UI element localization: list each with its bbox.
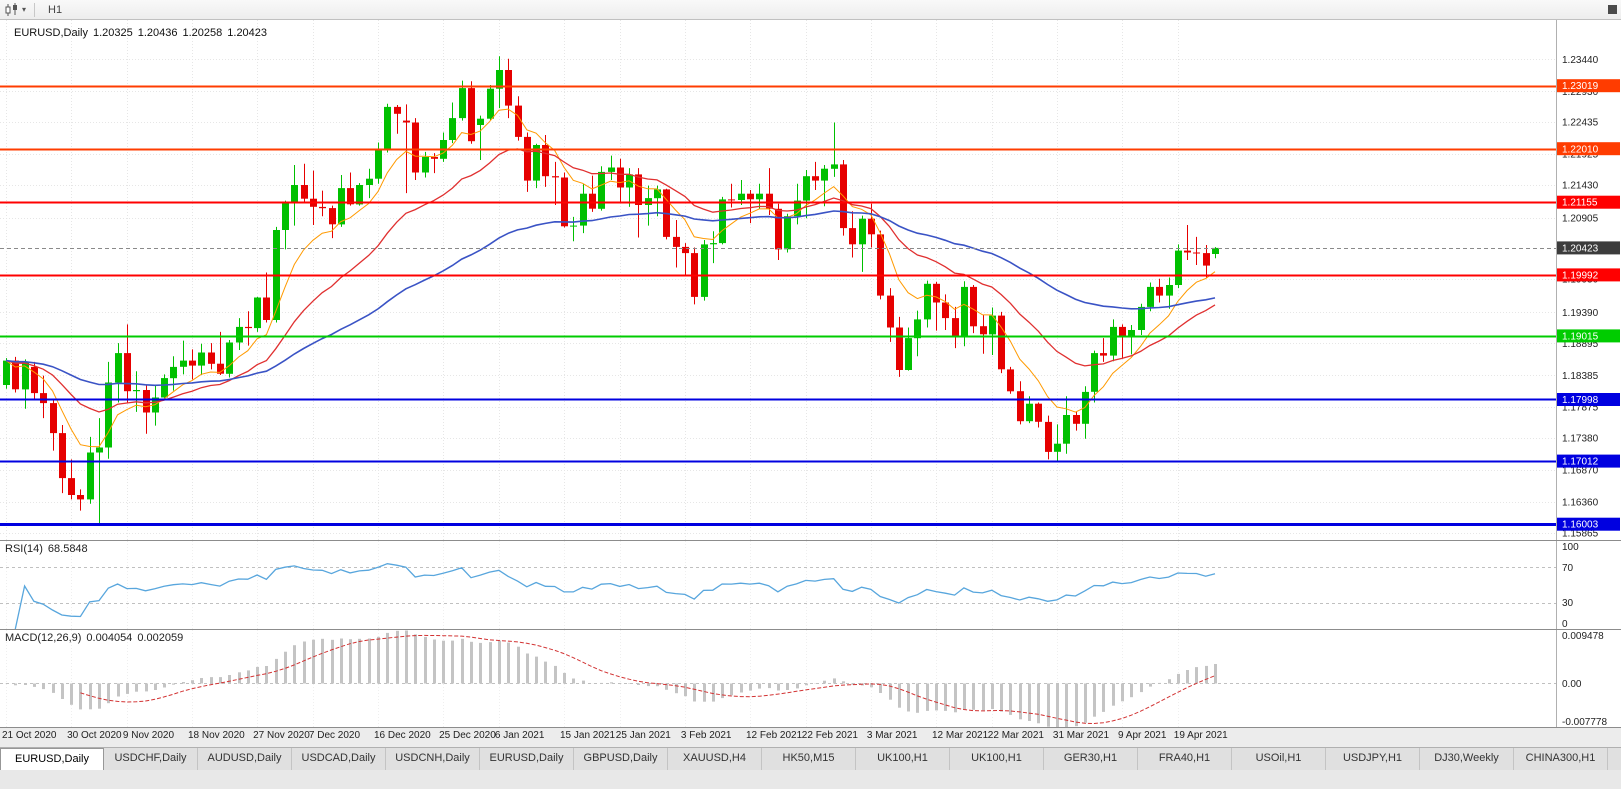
toolbar-separator bbox=[34, 2, 36, 17]
time-axis-label: 27 Nov 2020 bbox=[253, 730, 310, 741]
timeframe-button-h1[interactable]: H1 bbox=[48, 3, 63, 16]
chart-tab[interactable]: AUDUSD,Daily bbox=[198, 748, 292, 770]
time-axis-label: 9 Apr 2021 bbox=[1118, 730, 1167, 741]
rsi-value: 68.5848 bbox=[47, 543, 88, 555]
svg-text:-0.007778: -0.007778 bbox=[1562, 717, 1607, 727]
time-axis-label: 19 Apr 2021 bbox=[1173, 730, 1228, 741]
chart-tab[interactable]: EURUSD,Daily bbox=[0, 748, 104, 770]
svg-text:1.20905: 1.20905 bbox=[1562, 213, 1599, 224]
time-axis-label: 25 Jan 2021 bbox=[615, 730, 671, 741]
svg-text:1.19992: 1.19992 bbox=[1562, 270, 1599, 281]
time-axis-label: 31 Mar 2021 bbox=[1052, 730, 1110, 741]
svg-text:1.16360: 1.16360 bbox=[1562, 497, 1599, 508]
time-axis-label: 22 Feb 2021 bbox=[801, 730, 858, 741]
legend-high: 1.20436 bbox=[137, 27, 178, 39]
svg-text:1.20423: 1.20423 bbox=[1562, 243, 1599, 254]
svg-text:30: 30 bbox=[1562, 598, 1574, 609]
svg-text:1.18385: 1.18385 bbox=[1562, 371, 1599, 382]
main-price-chart[interactable]: 1.234401.229301.224351.219251.214301.209… bbox=[0, 20, 1621, 541]
time-axis-label: 7 Dec 2020 bbox=[308, 730, 361, 741]
time-axis-label: 6 Jan 2021 bbox=[494, 730, 545, 741]
time-axis-label: 16 Dec 2020 bbox=[374, 730, 431, 741]
chart-ohlc-legend: EURUSD,Daily 1.20325 1.20436 1.20258 1.20423 bbox=[14, 27, 272, 39]
tab-spacer bbox=[0, 744, 1621, 747]
chart-tab[interactable]: CHINA300,H1 bbox=[1514, 748, 1608, 770]
svg-text:1.17012: 1.17012 bbox=[1562, 457, 1599, 468]
time-axis-label: 15 Jan 2021 bbox=[560, 730, 616, 741]
chart-tab[interactable]: UK100,H1 bbox=[856, 748, 950, 770]
time-axis-label: 30 Oct 2020 bbox=[67, 730, 122, 741]
chart-tab[interactable]: USOil,H1 bbox=[1232, 748, 1326, 770]
svg-text:100: 100 bbox=[1562, 542, 1579, 553]
chart-type-icon[interactable] bbox=[4, 2, 20, 17]
chart-tab[interactable]: UK100,H1 bbox=[950, 748, 1044, 770]
time-axis-label: 3 Feb 2021 bbox=[680, 730, 732, 741]
time-axis-label: 21 Oct 2020 bbox=[2, 730, 57, 741]
svg-text:0: 0 bbox=[1562, 619, 1568, 629]
macd-name: MACD(12,26,9) bbox=[5, 632, 82, 644]
candlestick-plot: 1.234401.229301.224351.219251.214301.209… bbox=[0, 20, 1620, 540]
chart-tab[interactable]: USDCHF,Daily bbox=[104, 748, 198, 770]
time-axis-label: 22 Mar 2021 bbox=[987, 730, 1044, 741]
legend-open: 1.20325 bbox=[92, 27, 133, 39]
chart-control-icon[interactable] bbox=[1608, 5, 1617, 14]
rsi-label: RSI(14) 68.5848 bbox=[5, 543, 93, 555]
chart-tab[interactable]: EURUSD,Daily bbox=[480, 748, 574, 770]
svg-text:0.009478: 0.009478 bbox=[1562, 631, 1604, 642]
macd-label: MACD(12,26,9) 0.004054 0.002059 bbox=[5, 632, 188, 644]
svg-text:1.17998: 1.17998 bbox=[1562, 395, 1599, 406]
rsi-indicator-panel[interactable]: 100 70 30 0 RSI(14) 68.5848 bbox=[0, 541, 1621, 630]
time-axis-label: 18 Nov 2020 bbox=[188, 730, 245, 741]
chart-tab[interactable]: FRA40,H1 bbox=[1138, 748, 1232, 770]
svg-text:1.19390: 1.19390 bbox=[1562, 308, 1599, 319]
svg-text:1.23440: 1.23440 bbox=[1562, 55, 1599, 66]
window-bottom-strip bbox=[0, 770, 1621, 789]
svg-text:1.17875: 1.17875 bbox=[1562, 403, 1599, 414]
legend-close: 1.20423 bbox=[227, 27, 268, 39]
chart-tab[interactable]: USDCNH,Daily bbox=[386, 748, 480, 770]
svg-text:1.22435: 1.22435 bbox=[1562, 118, 1599, 129]
svg-text:1.21430: 1.21430 bbox=[1562, 181, 1599, 192]
timeframe-toolbar: ▾ M1M5M15M30H1H4D1W1MN bbox=[0, 0, 1621, 88]
svg-text:1.15865: 1.15865 bbox=[1562, 528, 1599, 539]
svg-text:1.19015: 1.19015 bbox=[1562, 331, 1599, 342]
svg-text:0.00: 0.00 bbox=[1562, 679, 1582, 690]
chart-tab[interactable]: GBPUSD,Daily bbox=[574, 748, 668, 770]
legend-low: 1.20258 bbox=[182, 27, 223, 39]
svg-text:70: 70 bbox=[1562, 563, 1574, 574]
time-axis-label: 3 Mar 2021 bbox=[866, 730, 918, 741]
svg-text:1.22010: 1.22010 bbox=[1562, 144, 1599, 155]
svg-text:1.22930: 1.22930 bbox=[1562, 87, 1599, 98]
chart-tab[interactable]: DJ30,Weekly bbox=[1420, 748, 1514, 770]
rsi-name: RSI(14) bbox=[5, 543, 43, 555]
chart-type-dropdown-icon[interactable]: ▾ bbox=[22, 5, 27, 14]
time-axis-label: 25 Dec 2020 bbox=[439, 730, 496, 741]
chart-tab[interactable]: HK50,M15 bbox=[762, 748, 856, 770]
svg-text:1.23019: 1.23019 bbox=[1562, 81, 1599, 92]
time-axis-label: 12 Mar 2021 bbox=[932, 730, 989, 741]
chart-tabs: EURUSD,Daily USDCHF,Daily AUDUSD,Daily USDC… bbox=[0, 747, 1621, 770]
chart-tab[interactable]: U bbox=[1608, 748, 1621, 770]
macd-indicator-panel[interactable]: 0.009478 0.00 -0.007778 MACD(12,26,9) 0.004… bbox=[0, 630, 1621, 728]
chart-tab[interactable]: GER30,H1 bbox=[1044, 748, 1138, 770]
chart-tab[interactable]: USDCAD,Daily bbox=[292, 748, 386, 770]
time-axis-label: 9 Nov 2020 bbox=[122, 730, 175, 741]
legend-symbol: EURUSD,Daily bbox=[14, 27, 88, 39]
svg-text:1.16003: 1.16003 bbox=[1562, 520, 1599, 531]
time-axis[interactable]: 21 Oct 2020 30 Oct 2020 9 Nov 2020 18 Nov 2… bbox=[0, 728, 1621, 744]
svg-text:1.18895: 1.18895 bbox=[1562, 339, 1599, 350]
svg-text:1.17380: 1.17380 bbox=[1562, 434, 1599, 445]
svg-text:1.16870: 1.16870 bbox=[1562, 466, 1599, 477]
macd-plot: 0.009478 0.00 -0.007778 bbox=[0, 630, 1607, 727]
chart-tab[interactable]: USDJPY,H1 bbox=[1326, 748, 1420, 770]
time-axis-label: 12 Feb 2021 bbox=[746, 730, 803, 741]
rsi-plot: 100 70 30 0 bbox=[0, 541, 1579, 629]
macd-signal-value: 0.002059 bbox=[137, 632, 184, 644]
svg-text:1.21155: 1.21155 bbox=[1562, 198, 1598, 209]
macd-main-value: 0.004054 bbox=[86, 632, 133, 644]
chart-tab[interactable]: XAUUSD,H4 bbox=[668, 748, 762, 770]
